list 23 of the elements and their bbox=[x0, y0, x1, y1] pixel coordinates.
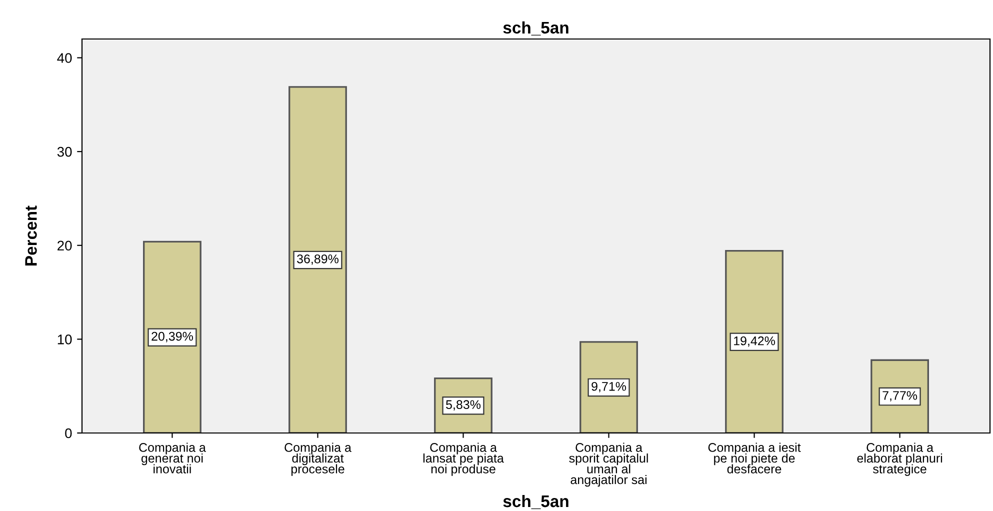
x-tick-label: Compania a sporit capitalul uman al angajatilor sai bbox=[569, 442, 648, 487]
y-axis-title: Percent bbox=[25, 206, 37, 266]
y-tick-label: 20 bbox=[58, 240, 72, 251]
y-tick-label: 10 bbox=[58, 334, 72, 344]
data-label: 5,83% bbox=[446, 400, 481, 410]
data-label: 7,77% bbox=[882, 391, 918, 402]
x-axis-title: sch_5an bbox=[503, 494, 568, 510]
bar bbox=[725, 250, 784, 433]
x-tick-label: Compania a iesit pe noi piete de desfacere bbox=[708, 442, 801, 474]
bar bbox=[288, 86, 347, 433]
x-tick-label: Compania a lansat pe piata noi produse bbox=[423, 442, 504, 476]
data-label: 9,71% bbox=[592, 382, 626, 392]
y-tick-label: 40 bbox=[57, 53, 72, 63]
y-tick-label: 0 bbox=[65, 428, 72, 438]
data-label: 19,42% bbox=[734, 336, 776, 347]
bar bbox=[143, 240, 202, 433]
x-tick-label: Compania a digitalizat procesele bbox=[284, 442, 352, 476]
chart-title: sch_5an bbox=[503, 21, 568, 36]
data-label: 36,89% bbox=[297, 254, 338, 265]
data-label: 20,39% bbox=[152, 332, 193, 342]
x-tick-label: Compania a generat noi inovatii bbox=[139, 442, 206, 474]
x-tick-label: Compania a elaborat planuri strategice bbox=[857, 442, 942, 476]
y-tick-label: 30 bbox=[57, 146, 72, 157]
